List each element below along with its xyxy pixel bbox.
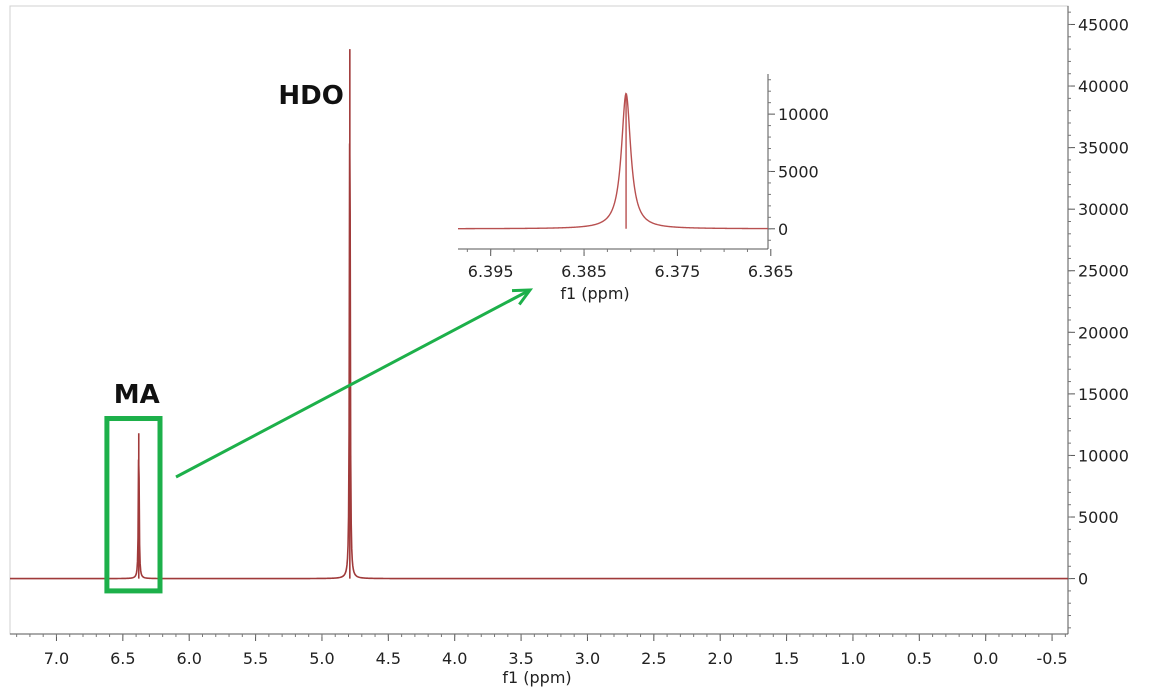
y-tick-label: 5000: [1078, 508, 1119, 527]
y-tick-label: 5000: [778, 162, 819, 181]
y-tick-label: 45000: [1078, 15, 1129, 34]
x-tick-label: 1.0: [840, 649, 865, 668]
highlight-box: [104, 416, 163, 594]
x-tick-label: 0.0: [973, 649, 998, 668]
zoom-arrow-head: [511, 288, 534, 306]
x-tick-label: 7.0: [44, 649, 69, 668]
x-tick-label: 1.5: [774, 649, 799, 668]
y-tick-label: 10000: [1078, 446, 1129, 465]
inset-spectrum-chart: 6.395 6.385 6.375 6.365 f1 (ppm) 0 5000 10000: [458, 74, 829, 303]
main-spectrum-chart: 7.0 6.5 6.0 5.5 5.0 4.5 4.0 3.5 3.0 2.5 2.0 1.5 1.0 0…: [10, 6, 1129, 687]
x-tick-label: 6.5: [110, 649, 135, 668]
zoom-arrow: [175, 288, 531, 479]
x-axis-title: f1 (ppm): [502, 668, 571, 687]
x-tick-label: 5.0: [309, 649, 334, 668]
x-axis-title: f1 (ppm): [560, 284, 629, 303]
y-tick-label: 40000: [1078, 77, 1129, 96]
x-tick-label: 4.5: [376, 649, 401, 668]
x-tick-label: 6.0: [176, 649, 201, 668]
x-tick-label: 0.5: [907, 649, 932, 668]
x-tick-label: 6.385: [561, 262, 607, 281]
annotation-overlay: HDO MA: [104, 81, 534, 594]
y-tick-label: 25000: [1078, 262, 1129, 281]
spectrum-trace: [458, 92, 768, 230]
x-tick-label: 6.375: [655, 262, 701, 281]
y-tick-label: 20000: [1078, 323, 1129, 342]
y-tick-label: 30000: [1078, 200, 1129, 219]
x-tick-label: 2.0: [707, 649, 732, 668]
y-tick-label: 10000: [778, 105, 829, 124]
x-tick-label: -0.5: [1036, 649, 1067, 668]
x-tick-label: 4.0: [442, 649, 467, 668]
x-tick-label: 6.365: [748, 262, 794, 281]
spectrum-trace: [10, 143, 1068, 580]
y-tick-label: 0: [778, 220, 788, 239]
x-tick-label: 5.5: [243, 649, 268, 668]
y-tick-label: 35000: [1078, 139, 1129, 158]
hdo-label: HDO: [278, 81, 343, 111]
x-tick-label: 3.0: [575, 649, 600, 668]
ma-label: MA: [114, 380, 160, 410]
y-tick-label: 15000: [1078, 385, 1129, 404]
x-tick-label: 2.5: [641, 649, 666, 668]
y-tick-label: 0: [1078, 570, 1088, 589]
x-tick-label: 6.395: [468, 262, 514, 281]
x-tick-label: 3.5: [508, 649, 533, 668]
